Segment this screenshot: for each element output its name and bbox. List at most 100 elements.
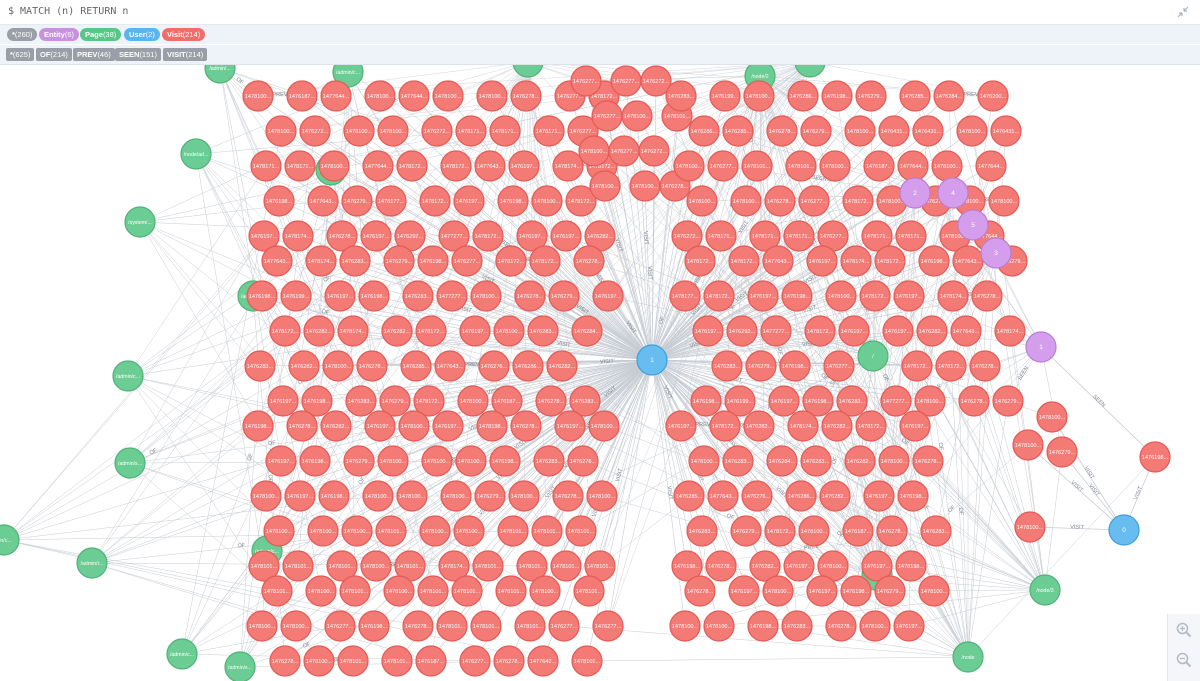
visit-node[interactable]: 1478100... [318,150,350,182]
rel-tag-visit[interactable]: VISIT(214) [163,48,208,61]
visit-node[interactable]: 1478100... [383,575,415,607]
visit-node[interactable]: 1476197... [861,550,893,582]
visit-node[interactable]: 1478100... [265,115,297,147]
visit-node[interactable]: 1478100... [825,280,857,312]
visit-node[interactable]: 1476283... [339,245,371,277]
visit-node[interactable]: 1476278... [326,220,358,252]
visit-node[interactable]: 1476197... [863,480,895,512]
page-node[interactable]: /node/3 [1029,574,1061,606]
visit-node[interactable]: 1476283... [800,445,832,477]
visit-node[interactable]: 1476197... [838,315,870,347]
visit-node[interactable]: 1476283... [533,445,565,477]
label-pill-entity[interactable]: Entity(6) [39,28,80,41]
label-pill-visit[interactable]: Visit(214) [162,28,206,41]
visit-node[interactable]: 1478171... [749,220,781,252]
visit-node[interactable]: 1476200... [977,80,1009,112]
visit-node[interactable]: 1478172... [415,315,447,347]
visit-node[interactable]: 1476278... [958,385,990,417]
visit-node[interactable]: 1476197... [783,550,815,582]
visit-node[interactable]: 1476282... [320,410,352,442]
visit-node[interactable]: 1478171... [705,220,737,252]
visit-node[interactable]: 1478100... [508,480,540,512]
visit-node[interactable]: 1476279... [745,350,777,382]
visit-node[interactable]: 1478101... [516,550,548,582]
visit-node[interactable]: 1476279... [1046,436,1078,468]
visit-node[interactable]: 1478100... [432,80,464,112]
page-node[interactable]: /admin/r... [76,547,108,579]
visit-node[interactable]: 1476277... [610,65,642,97]
visit-node[interactable]: 1476292... [726,315,758,347]
visit-node[interactable]: 1476282... [844,445,876,477]
visit-node[interactable]: 1478100... [343,115,375,147]
visit-node[interactable]: 1478100... [588,410,620,442]
visit-node[interactable]: 1478172... [529,245,561,277]
visit-node[interactable]: 1476279... [383,245,415,277]
visit-node[interactable]: 1476197... [893,610,925,642]
visit-node[interactable]: 1476197... [550,220,582,252]
visit-node[interactable]: 1478100... [398,410,430,442]
visit-node[interactable]: 1476272... [299,115,331,147]
visit-node[interactable]: 1477643... [707,480,739,512]
visit-node[interactable]: 1476277... [817,220,849,252]
visit-node[interactable]: 1478177... [375,185,407,217]
visit-node[interactable]: 1476431... [990,115,1022,147]
visit-node[interactable]: 1476286... [512,350,544,382]
rel-tag-of[interactable]: OF(214) [36,48,72,61]
entity-node[interactable]: 1 [1025,331,1057,363]
visit-node[interactable]: 1476282... [546,350,578,382]
visit-node[interactable]: 1478174... [787,410,819,442]
visit-node[interactable]: 1476282... [749,550,781,582]
visit-node[interactable]: 1478100... [377,115,409,147]
page-node[interactable]: /admin/s... [114,447,146,479]
zoom-out-icon[interactable] [1176,652,1192,668]
visit-node[interactable]: 1478174... [994,315,1026,347]
visit-node[interactable]: 1476278... [286,410,318,442]
visit-node[interactable]: 1476197... [453,185,485,217]
page-node[interactable]: /node [952,641,984,673]
visit-node[interactable]: 1478177... [669,280,701,312]
visit-node[interactable]: 1476198... [747,610,779,642]
visit-node[interactable]: 1476283... [722,445,754,477]
visit-node[interactable]: 1476276... [741,480,773,512]
visit-node[interactable]: 1476197... [284,480,316,512]
visit-node[interactable]: 1478174... [305,245,337,277]
visit-node[interactable]: 1476285... [722,115,754,147]
visit-node[interactable]: 1478172... [703,280,735,312]
visit-node[interactable]: 1478198... [895,550,927,582]
visit-node[interactable]: 1478101... [573,575,605,607]
page-node[interactable]: /admin/s... [224,651,256,681]
visit-node[interactable]: 1476277... [823,350,855,382]
visit-node[interactable]: 1476283... [527,315,559,347]
visit-node[interactable]: 1476198... [840,575,872,607]
visit-node[interactable]: 1478172... [413,385,445,417]
rel-tag-seen[interactable]: SEEN(151) [115,48,161,61]
visit-node[interactable]: 1476276... [478,350,510,382]
page-node[interactable]: / [857,340,889,372]
visit-node[interactable]: 1476277... [459,645,491,677]
visit-node[interactable]: 1478100... [586,480,618,512]
visit-node[interactable]: 1476278... [705,550,737,582]
visit-node[interactable]: 1478100... [455,445,487,477]
visit-node[interactable]: 1476197... [267,385,299,417]
visit-node[interactable]: 1478100... [457,385,489,417]
visit-node[interactable]: 1478174... [337,315,369,347]
visit-node[interactable]: 1478174... [438,550,470,582]
visit-node[interactable]: 1478100... [918,575,950,607]
visit-node[interactable]: 1476197... [665,410,697,442]
query-text[interactable]: $ MATCH (n) RETURN n [8,6,129,17]
visit-node[interactable]: 1476278... [825,610,857,642]
visit-node[interactable]: 1477644... [320,80,352,112]
visit-node[interactable]: 1476278... [567,445,599,477]
visit-node[interactable]: 1476278... [535,385,567,417]
visit-node[interactable]: 1478171... [250,150,282,182]
visit-node[interactable]: 1476272... [421,115,453,147]
rel-tag-all[interactable]: *(625) [6,48,35,61]
visit-node[interactable]: 1476198... [242,410,274,442]
visit-node[interactable]: 1476197... [747,280,779,312]
visit-node[interactable]: 1476278... [514,280,546,312]
visit-node[interactable]: 1478100... [621,100,653,132]
visit-node[interactable]: 1478100... [476,80,508,112]
visit-node[interactable]: 1477643... [762,245,794,277]
visit-node[interactable]: 1476284... [933,80,965,112]
